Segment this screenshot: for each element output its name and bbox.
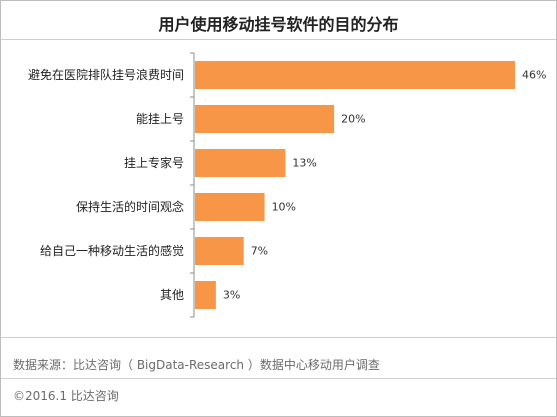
category-label: 保持生活的时间观念 <box>76 199 184 214</box>
bar <box>195 193 265 221</box>
category-label: 给自己一种移动生活的感觉 <box>40 243 184 258</box>
category-label: 其他 <box>160 288 184 302</box>
bar <box>195 61 515 89</box>
value-label: 13% <box>292 157 316 170</box>
footer-divider-bottom <box>1 378 556 379</box>
value-label: 7% <box>251 245 268 258</box>
value-label: 3% <box>223 289 240 302</box>
category-label: 避免在医院排队挂号浪费时间 <box>28 67 184 82</box>
title-divider <box>1 39 556 40</box>
value-label: 46% <box>522 69 546 82</box>
bar-chart: 避免在医院排队挂号浪费时间 46% 能挂上号 20% 挂上专家号 13% 保持生活的时间观念… <box>28 52 546 318</box>
copyright-note: ©2016.1 比达咨询 <box>13 389 119 403</box>
bar <box>195 105 335 133</box>
value-label: 10% <box>272 201 296 214</box>
bar <box>195 237 244 265</box>
value-label: 20% <box>341 113 365 126</box>
category-label: 挂上专家号 <box>124 155 184 170</box>
bar <box>195 281 216 309</box>
source-note: 数据来源：比达咨询（ BigData-Research ）数据中心移动用户调查 <box>13 358 380 372</box>
footer-divider-top <box>1 337 556 338</box>
bar <box>195 149 286 177</box>
chart-title: 用户使用移动挂号软件的目的分布 <box>158 15 399 34</box>
category-label: 能挂上号 <box>136 112 184 126</box>
plot-area: 避免在医院排队挂号浪费时间 46% 能挂上号 20% 挂上专家号 13% 保持生活的时间观念… <box>28 52 546 318</box>
